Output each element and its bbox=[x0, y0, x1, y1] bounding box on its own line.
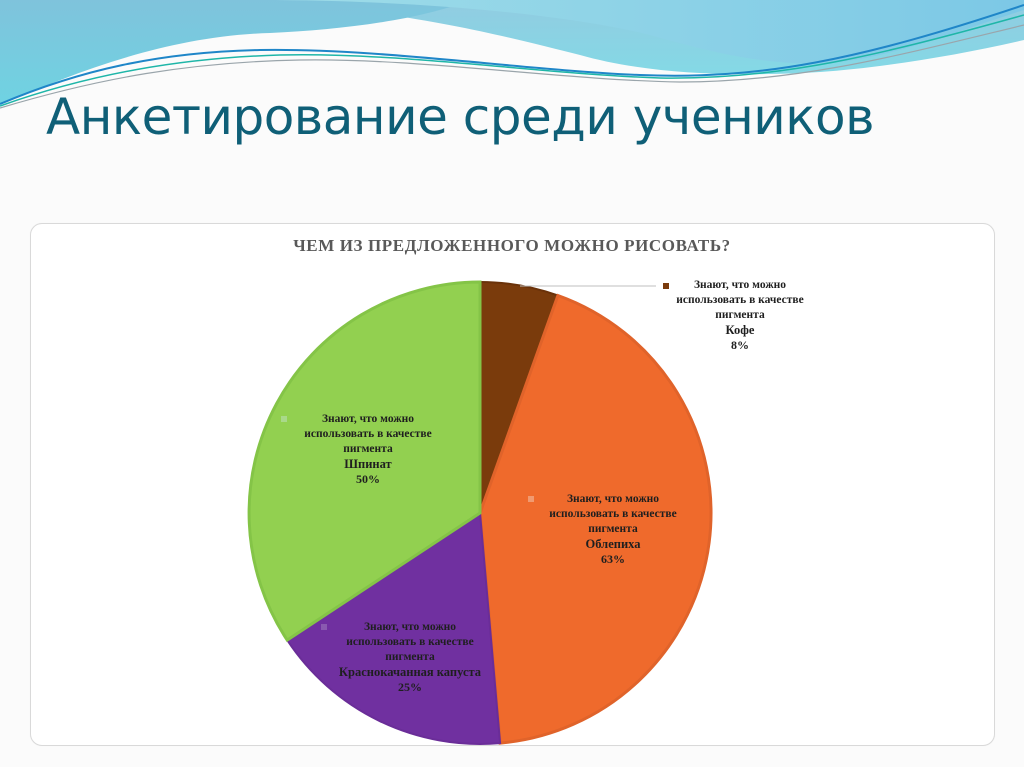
label-line: пигмента bbox=[715, 309, 765, 321]
label-category: Краснокачанная капуста bbox=[338, 665, 482, 679]
label-line: использовать в качестве bbox=[549, 508, 677, 520]
label-line: использовать в качестве bbox=[304, 428, 432, 440]
label-line: пигмента bbox=[385, 651, 435, 663]
label-line: Знают, что можно bbox=[566, 493, 660, 505]
data-label-cabbage: Знают, что можно использовать в качестве… bbox=[321, 620, 495, 695]
data-label-spinach: Знают, что можно использовать в качестве… bbox=[281, 412, 453, 487]
label-category: Кофе bbox=[725, 323, 755, 337]
header-wave-decoration bbox=[0, 0, 1024, 109]
label-percent: 63% bbox=[601, 552, 625, 566]
label-line: Знают, что можно bbox=[321, 413, 415, 425]
label-line: пигмента bbox=[343, 443, 393, 455]
label-line: Знают, что можно bbox=[363, 621, 457, 633]
legend-marker-cabbage bbox=[321, 624, 327, 630]
slice-spinach[interactable] bbox=[247, 280, 482, 643]
label-line: использовать в качестве bbox=[346, 636, 474, 648]
label-category: Облепиха bbox=[585, 537, 641, 551]
label-line: использовать в качестве bbox=[676, 294, 804, 306]
label-line: Знают, что можно bbox=[693, 279, 787, 291]
data-label-seabuckthorn: Знают, что можно использовать в качестве… bbox=[528, 492, 698, 567]
label-percent: 50% bbox=[356, 472, 380, 486]
slice-seabuckthorn[interactable] bbox=[478, 293, 713, 745]
legend-marker-seabuckthorn bbox=[528, 496, 534, 502]
slice-cabbage[interactable] bbox=[285, 511, 502, 745]
label-line: пигмента bbox=[588, 523, 638, 535]
legend-marker-coffee bbox=[663, 283, 669, 289]
slide-title: Анкетирование среди учеников bbox=[46, 88, 875, 146]
label-category: Шпинат bbox=[344, 457, 392, 471]
data-label-coffee: Знают, что можно использовать в качестве… bbox=[660, 278, 820, 353]
legend-marker-spinach bbox=[281, 416, 287, 422]
label-percent: 8% bbox=[731, 338, 749, 352]
chart-title: ЧЕМ ИЗ ПРЕДЛОЖЕННОГО МОЖНО РИСОВАТЬ? bbox=[293, 236, 731, 255]
label-percent: 25% bbox=[398, 680, 422, 694]
